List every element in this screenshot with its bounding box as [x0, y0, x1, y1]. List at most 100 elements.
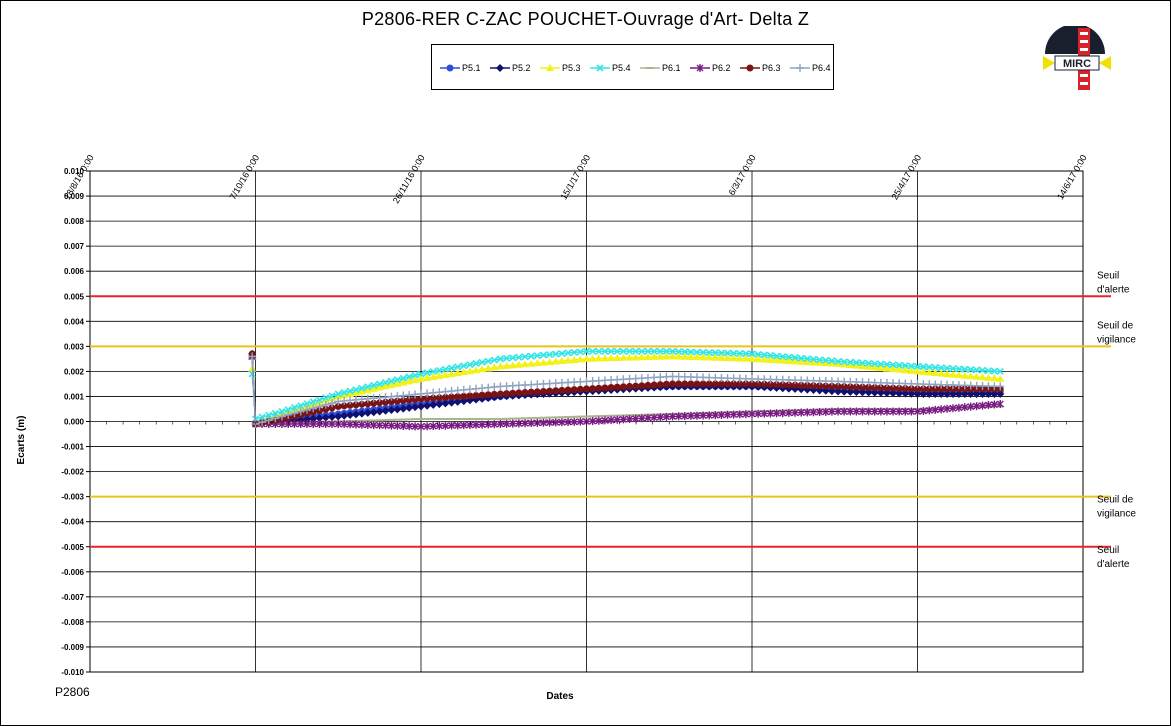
data-point [315, 396, 324, 404]
data-point [870, 363, 879, 371]
data-point [351, 388, 360, 396]
data-point [490, 356, 498, 364]
data-point [699, 411, 707, 420]
data-point [352, 420, 360, 429]
data-point [558, 386, 566, 394]
data-point [576, 417, 584, 426]
footer-id: P2806 [55, 685, 90, 699]
data-point [828, 357, 836, 365]
data-point [417, 374, 425, 382]
data-point [931, 389, 940, 398]
data-point [284, 410, 293, 419]
data-point [883, 360, 891, 369]
data-point [705, 380, 713, 388]
data-point [411, 371, 419, 379]
data-point [546, 418, 554, 427]
data-point [539, 418, 547, 427]
data-point [742, 350, 750, 358]
data-point [545, 358, 554, 366]
data-point [570, 417, 578, 426]
data-point [484, 391, 492, 399]
data-point [465, 367, 474, 375]
data-point [699, 348, 707, 356]
data-point [303, 400, 311, 408]
x-axis-label: Dates [546, 691, 574, 702]
data-point [803, 355, 811, 363]
data-point [846, 361, 855, 369]
data-point [864, 388, 873, 397]
data-point [711, 380, 719, 388]
data-point [984, 401, 992, 410]
data-point [387, 421, 395, 430]
data-point [643, 353, 652, 361]
data-point [290, 409, 299, 418]
data-point [399, 421, 407, 430]
data-point [834, 407, 842, 416]
legend-entry: P5.1 [440, 63, 481, 73]
data-point [871, 407, 879, 416]
y-tick-label: 0.001 [64, 392, 85, 401]
data-point [984, 367, 992, 375]
legend-label: P5.4 [612, 63, 631, 73]
data-point [859, 407, 866, 416]
data-point [925, 368, 934, 376]
data-point [674, 352, 683, 360]
data-point [248, 352, 257, 361]
data-point [913, 367, 922, 375]
data-point [290, 420, 298, 429]
data-point [699, 380, 707, 388]
data-point [441, 371, 450, 379]
y-tick-label: 0.003 [64, 342, 85, 351]
data-point [984, 373, 993, 381]
y-tick-label: 0.008 [64, 217, 85, 226]
data-point [315, 398, 324, 406]
data-point [681, 380, 689, 388]
data-point [840, 407, 848, 416]
data-point [496, 355, 505, 363]
data-point [954, 371, 963, 379]
data-point [966, 372, 975, 380]
data-point [973, 402, 981, 411]
data-point [681, 412, 689, 421]
data-point [399, 374, 407, 382]
data-point [990, 367, 998, 375]
data-point [582, 354, 591, 362]
legend-entry: P5.2 [490, 63, 531, 73]
data-point [393, 405, 402, 414]
y-tick-label: -0.007 [61, 593, 84, 602]
data-point [447, 398, 456, 407]
data-point [846, 407, 854, 416]
data-point [381, 406, 390, 415]
data-point [453, 397, 462, 406]
data-point [656, 347, 664, 355]
data-point [638, 382, 646, 390]
data-point [429, 422, 437, 431]
data-point [423, 401, 432, 410]
data-point [687, 348, 695, 356]
data-point [724, 410, 732, 419]
data-point [521, 353, 529, 361]
data-point [791, 408, 799, 417]
data-point [996, 382, 1005, 391]
data-point [613, 415, 621, 424]
data-point [990, 374, 999, 382]
data-point [852, 407, 860, 416]
data-point [363, 408, 372, 417]
company-logo: MIRC [1043, 24, 1111, 92]
threshold-label: Seuil [1097, 545, 1119, 556]
data-point [441, 399, 450, 408]
data-point [496, 420, 504, 429]
data-point [960, 371, 969, 379]
data-point [309, 420, 317, 429]
data-point [309, 414, 318, 423]
data-point [527, 352, 535, 360]
series-P6-3 [248, 350, 1004, 428]
data-point [730, 349, 738, 357]
data-point [484, 364, 493, 372]
data-point [600, 354, 609, 362]
data-point [411, 422, 419, 431]
data-point [503, 419, 511, 428]
data-point [527, 388, 535, 396]
